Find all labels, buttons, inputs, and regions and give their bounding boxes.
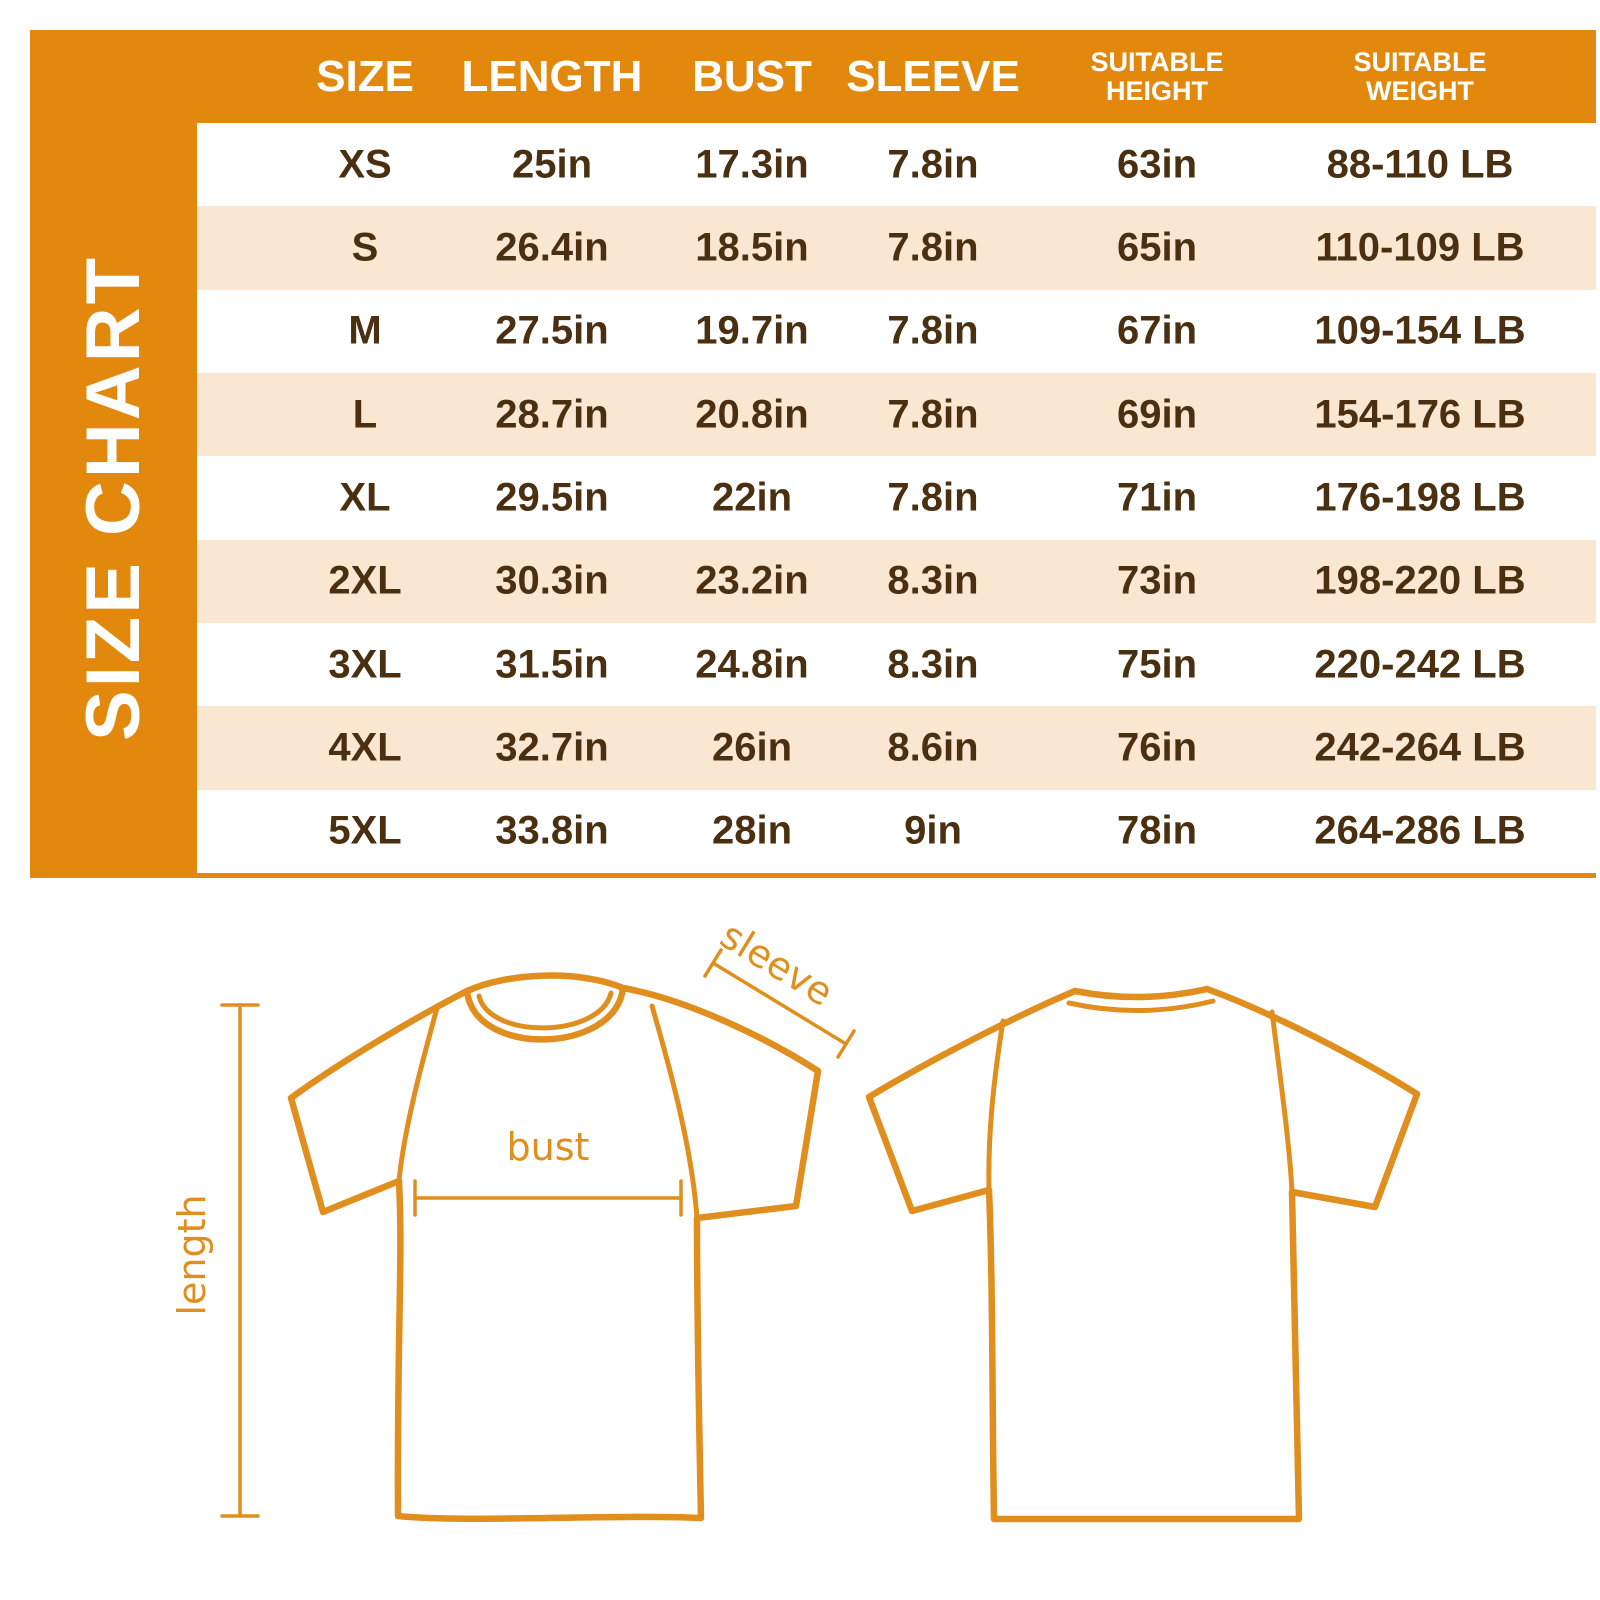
table-cell: 65in <box>1116 225 1198 270</box>
table-cell: 26.4in <box>495 225 609 270</box>
table-cell: 109-154 LB <box>1314 308 1526 353</box>
table-cell: 28.7in <box>495 392 609 437</box>
column-header-bust: BUST <box>692 51 812 101</box>
table-cell: 7.8in <box>887 475 979 520</box>
bust-measure: bust <box>413 1125 683 1217</box>
table-cell: 29.5in <box>495 475 609 520</box>
length-measure: length <box>170 1003 260 1518</box>
table-cell: 32.7in <box>495 725 609 770</box>
table-cell: 7.8in <box>887 225 979 270</box>
table-row: XS 25in 17.3in 7.8in 63in 88-110 LB <box>197 123 1596 207</box>
table-row: L 28.7in 20.8in 7.8in 69in 154-176 LB <box>197 372 1596 457</box>
table-cell: L <box>352 392 378 437</box>
tshirt-back-outline <box>865 985 1421 1523</box>
chart-title-sidebar: SIZE CHART <box>30 123 197 873</box>
sleeve-measure: sleeve <box>703 913 856 1059</box>
table-cell: 20.8in <box>695 392 809 437</box>
table-row: 4XL 32.7in 26in 8.6in 76in 242-264 LB <box>197 706 1596 790</box>
table-cell: 24.8in <box>695 642 809 687</box>
table-cell: 176-198 LB <box>1314 475 1526 520</box>
table-cell: 7.8in <box>887 392 979 437</box>
table-cell: 33.8in <box>495 808 609 853</box>
table-cell: XS <box>338 142 392 187</box>
length-label: length <box>170 1194 214 1315</box>
table-cell: 28in <box>711 808 793 853</box>
size-table-rows: XS 25in 17.3in 7.8in 63in 88-110 LB S 26.4in 18.… <box>197 123 1596 873</box>
table-cell: 26in <box>711 725 793 770</box>
tshirt-measurement-diagram: length bust sleeve <box>170 913 1421 1523</box>
table-cell: 19.7in <box>695 308 809 353</box>
table-cell: 22in <box>711 475 793 520</box>
table-cell: 8.3in <box>887 558 979 603</box>
table-cell: 9in <box>904 808 962 853</box>
tshirt-front-outline <box>287 972 822 1523</box>
table-cell: 23.2in <box>695 558 809 603</box>
table-cell: 8.3in <box>887 642 979 687</box>
table-cell: XL <box>339 475 391 520</box>
column-header-size: SIZE <box>316 51 414 101</box>
table-cell: 88-110 LB <box>1326 142 1514 187</box>
table-header-row: SIZE LENGTH BUST SLEEVE SUITABLE HEIGHT … <box>197 30 1596 123</box>
table-cell: S <box>351 225 379 270</box>
table-cell: M <box>348 308 382 353</box>
table-cell: 17.3in <box>695 142 809 187</box>
table-cell: 198-220 LB <box>1314 558 1526 603</box>
table-cell: 67in <box>1116 308 1198 353</box>
table-cell: 71in <box>1116 475 1198 520</box>
table-cell: 7.8in <box>887 142 979 187</box>
table-cell: 76in <box>1116 725 1198 770</box>
table-cell: 8.6in <box>887 725 979 770</box>
table-cell: 27.5in <box>495 308 609 353</box>
table-cell: 75in <box>1116 642 1198 687</box>
table-cell: 69in <box>1116 392 1198 437</box>
table-cell: 7.8in <box>887 308 979 353</box>
table-cell: 25in <box>511 142 593 187</box>
table-row: S 26.4in 18.5in 7.8in 65in 110-109 LB <box>197 206 1596 290</box>
table-cell: 5XL <box>328 808 402 853</box>
table-cell: 31.5in <box>495 642 609 687</box>
table-cell: 220-242 LB <box>1314 642 1526 687</box>
table-cell: 30.3in <box>495 558 609 603</box>
table-cell: 18.5in <box>695 225 809 270</box>
table-cell: 264-286 LB <box>1314 808 1526 853</box>
table-cell: 154-176 LB <box>1314 392 1526 437</box>
column-header-suitable-height: SUITABLE HEIGHT <box>1090 46 1224 106</box>
table-cell: 110-109 LB <box>1315 225 1525 270</box>
table-cell: 63in <box>1116 142 1198 187</box>
table-cell: 78in <box>1116 808 1198 853</box>
column-header-length: LENGTH <box>461 51 643 101</box>
table-row: 5XL 33.8in 28in 9in 78in 264-286 LB <box>197 789 1596 873</box>
size-table-frame: SIZE CHART SIZE LENGTH BUST SLEEVE SUITA… <box>30 30 1596 878</box>
table-cell: 2XL <box>328 558 402 603</box>
table-cell: 3XL <box>328 642 402 687</box>
table-cell: 4XL <box>328 725 402 770</box>
table-row: XL 29.5in 22in 7.8in 71in 176-198 LB <box>197 456 1596 540</box>
table-row: 2XL 30.3in 23.2in 8.3in 73in 198-220 LB <box>197 539 1596 623</box>
table-cell: 242-264 LB <box>1314 725 1526 770</box>
page-title: SIZE CHART <box>71 255 156 741</box>
column-header-suitable-weight: SUITABLE WEIGHT <box>1353 46 1487 106</box>
sleeve-label: sleeve <box>713 913 841 1015</box>
table-cell: 73in <box>1116 558 1198 603</box>
table-row: M 27.5in 19.7in 7.8in 67in 109-154 LB <box>197 289 1596 373</box>
column-header-sleeve: SLEEVE <box>846 51 1020 101</box>
table-row: 3XL 31.5in 24.8in 8.3in 75in 220-242 LB <box>197 622 1596 707</box>
bust-label: bust <box>507 1125 590 1169</box>
